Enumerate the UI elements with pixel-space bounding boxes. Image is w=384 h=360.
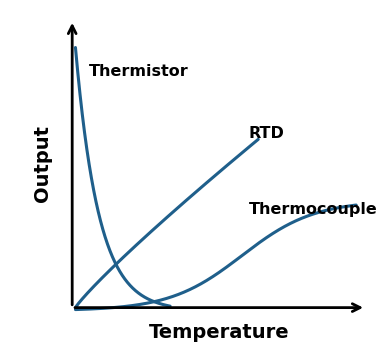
Text: Temperature: Temperature	[149, 323, 290, 342]
Text: RTD: RTD	[248, 126, 284, 141]
Text: Thermocouple: Thermocouple	[248, 202, 377, 217]
Text: Thermistor: Thermistor	[88, 64, 188, 80]
Text: Output: Output	[33, 125, 52, 202]
